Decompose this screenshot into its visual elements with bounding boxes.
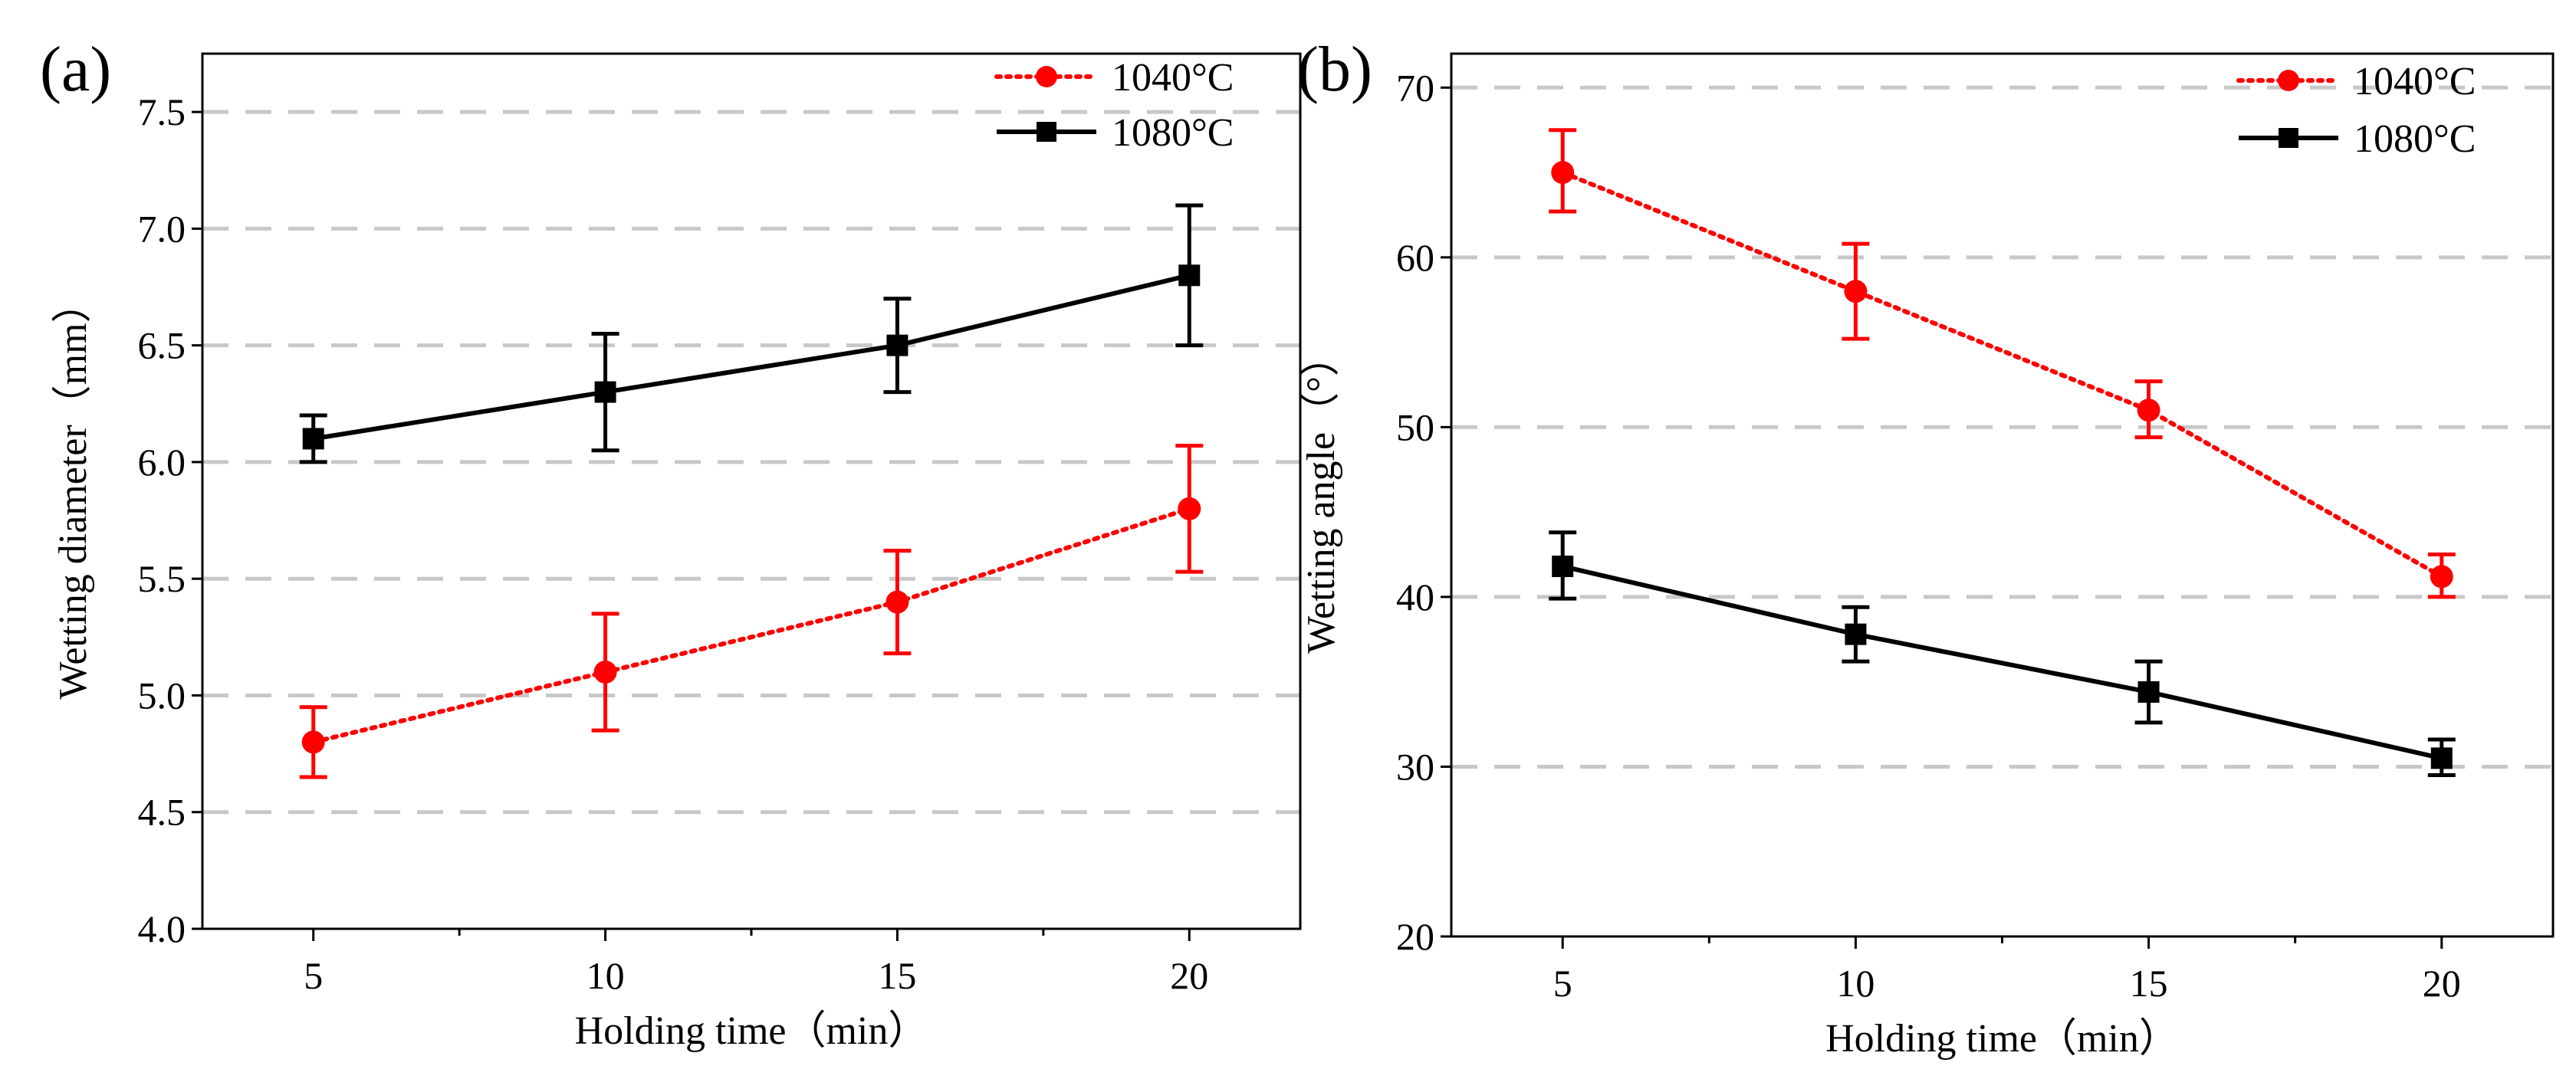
series-line xyxy=(1562,564,2443,761)
data-point xyxy=(594,381,616,403)
data-point xyxy=(886,590,909,614)
y-tick-label: 7.5 xyxy=(138,90,186,133)
legend-label: 1080°C xyxy=(2354,117,2476,161)
x-axis-label: Holding time（min） xyxy=(575,1009,928,1053)
y-tick-label: 40 xyxy=(1396,576,1434,618)
y-tick-label: 5.5 xyxy=(138,557,186,600)
y-tick-label: 5.0 xyxy=(138,674,186,717)
x-tick-label: 15 xyxy=(2130,962,2168,1005)
data-point xyxy=(1844,280,1868,303)
legend-marker xyxy=(2279,128,2298,148)
legend-label: 1080°C xyxy=(1112,111,1234,155)
data-point xyxy=(302,428,324,450)
data-point xyxy=(593,661,617,684)
x-tick-label: 5 xyxy=(304,954,323,997)
y-tick-label: 70 xyxy=(1396,66,1434,109)
series-line xyxy=(1560,170,2444,579)
data-point xyxy=(886,334,909,356)
data-point xyxy=(1845,623,1867,645)
y-tick-label: 30 xyxy=(1396,745,1434,788)
series-1040: 1040°C xyxy=(1549,60,2476,599)
legend-marker xyxy=(1037,122,1056,142)
data-point xyxy=(2430,747,2453,769)
series-line xyxy=(310,506,1192,745)
plot-frame xyxy=(201,52,1302,930)
panel-label: (b) xyxy=(1297,34,1372,105)
x-tick-label: 5 xyxy=(1553,962,1572,1005)
x-tick-label: 10 xyxy=(586,954,625,997)
legend-marker xyxy=(1036,66,1057,87)
series-line xyxy=(313,273,1190,441)
series-1040: 1040°C xyxy=(299,56,1234,779)
data-point xyxy=(2137,398,2160,422)
y-tick-label: 6.5 xyxy=(138,324,186,367)
y-axis-label: Wetting diameter（mm） xyxy=(51,283,95,699)
y-axis-label: Wetting angle（°） xyxy=(1300,336,1343,654)
legend-label: 1040°C xyxy=(1112,56,1234,100)
y-tick-label: 4.0 xyxy=(138,907,186,950)
x-axis-label: Holding time（min） xyxy=(1825,1017,2179,1061)
data-point xyxy=(2137,681,2160,703)
data-point xyxy=(1551,161,1575,185)
y-tick-label: 50 xyxy=(1396,405,1434,448)
legend-marker xyxy=(2278,70,2299,91)
data-point xyxy=(2430,565,2453,589)
x-tick-label: 20 xyxy=(2423,962,2461,1005)
plot-frame xyxy=(1450,52,2555,938)
panel-a: 4.0 4.5 5.0 5.5 6.0 6.5 7.0 7.5 5 10 15 20 Holding t… xyxy=(40,34,1302,1053)
data-point xyxy=(301,730,325,754)
y-tick-label: 4.5 xyxy=(138,791,186,834)
panel-label: (a) xyxy=(40,34,111,105)
data-point xyxy=(1552,556,1574,578)
series-1080: 1080°C xyxy=(1549,117,2476,778)
data-point xyxy=(1178,264,1201,287)
x-tick-label: 20 xyxy=(1170,954,1208,997)
x-tick-label: 15 xyxy=(878,954,916,997)
y-tick-label: 6.0 xyxy=(138,441,186,484)
series-1080: 1080°C xyxy=(299,111,1234,464)
panel-b: 20 30 40 50 60 70 5 10 15 20 Holding time（min） Wett… xyxy=(1297,34,2555,1061)
y-tick-label: 20 xyxy=(1396,915,1434,958)
y-tick-label: 7.0 xyxy=(138,207,186,250)
y-tick-label: 60 xyxy=(1396,236,1434,279)
legend-label: 1040°C xyxy=(2354,60,2476,103)
x-tick-label: 10 xyxy=(1836,962,1875,1005)
data-point xyxy=(1178,497,1201,520)
